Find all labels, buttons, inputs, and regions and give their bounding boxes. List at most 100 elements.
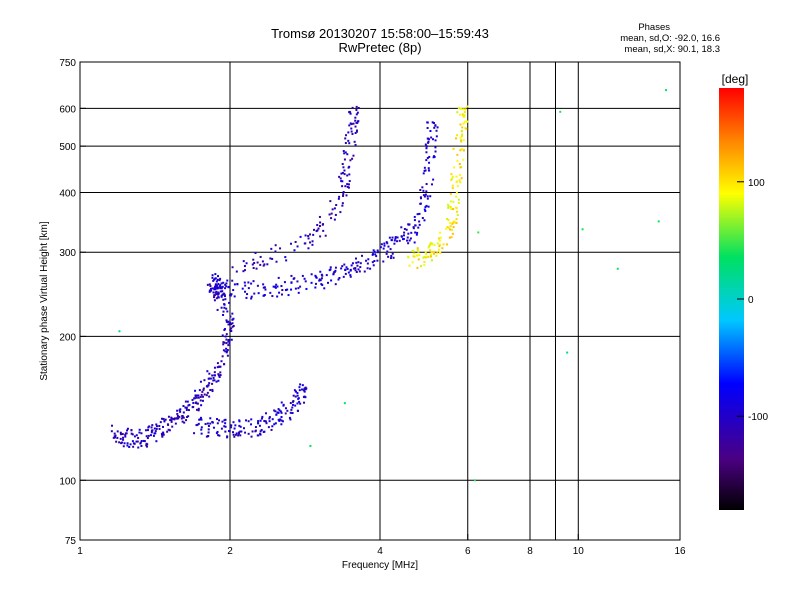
data-point [259,255,262,258]
data-point [439,236,442,239]
data-point [222,313,225,316]
data-point [211,287,214,290]
data-point [232,421,235,424]
data-point [357,261,360,264]
data-point [307,235,310,238]
data-point [200,428,203,431]
colorbar-tick-label: 100 [748,178,765,189]
data-point [352,267,355,270]
data-point [274,285,277,288]
y-tick-label: 500 [59,142,76,153]
data-point [345,134,348,137]
data-point [168,429,171,432]
data-point [296,280,299,283]
data-point [250,418,253,421]
data-point [456,111,459,114]
data-point [252,266,255,269]
data-point [296,392,299,395]
x-tick-label: 1 [77,546,83,557]
data-point [559,110,562,113]
data-point [455,175,458,178]
data-point [210,289,213,292]
data-point [297,287,300,290]
data-point [246,293,249,296]
data-point [195,424,198,427]
data-point [225,333,228,336]
data-point [162,432,165,435]
data-point [226,310,229,313]
data-point [333,271,336,274]
data-point [224,287,227,290]
data-point [396,240,399,243]
x-tick-label: 6 [465,546,471,557]
data-point [425,151,428,154]
data-point [230,424,233,427]
data-point [458,163,461,166]
data-point [374,253,377,256]
data-point [316,224,319,227]
data-point [257,422,260,425]
data-point [226,349,229,352]
data-point [212,279,215,282]
data-point [235,270,238,273]
data-point [282,404,285,407]
data-point [269,257,272,260]
data-point [211,421,214,424]
data-point [313,228,316,231]
data-point [291,403,294,406]
data-point [427,140,430,143]
data-point [418,254,421,257]
data-point [215,293,218,296]
data-point [184,406,187,409]
data-point [149,434,152,437]
data-point [450,236,453,239]
data-point [116,430,119,433]
data-point [411,261,414,264]
data-point [224,283,227,286]
data-point [262,264,265,267]
data-point [417,250,420,253]
data-point [196,402,199,405]
data-point [314,274,317,277]
data-point [219,277,222,280]
data-point [447,206,450,209]
data-point [197,407,200,410]
data-point [247,420,250,423]
data-point [215,297,218,300]
data-point [424,206,427,209]
data-point [197,396,200,399]
data-point [413,255,416,258]
data-point [220,360,223,363]
data-point [223,293,226,296]
data-point [110,430,113,433]
data-point [423,208,426,211]
data-point [416,254,419,257]
data-point [427,141,430,144]
data-point [346,185,349,188]
data-point [270,247,273,250]
data-point [201,399,204,402]
data-point [256,284,259,287]
data-point [316,229,319,232]
data-point [273,409,276,412]
data-point [277,411,280,414]
data-point [431,259,434,262]
data-point [456,159,459,162]
data-point [407,232,410,235]
data-point [382,247,385,250]
data-point [292,277,295,280]
data-point [261,415,264,418]
data-point [435,129,438,132]
data-point [271,418,274,421]
data-point [334,213,337,216]
data-point [348,110,351,113]
data-point [213,374,216,377]
data-point [284,289,287,292]
data-point [297,291,300,294]
data-point [216,286,219,289]
data-point [462,108,465,111]
data-point [137,446,140,449]
data-point [206,391,209,394]
data-point [191,398,194,401]
data-point [287,294,290,297]
